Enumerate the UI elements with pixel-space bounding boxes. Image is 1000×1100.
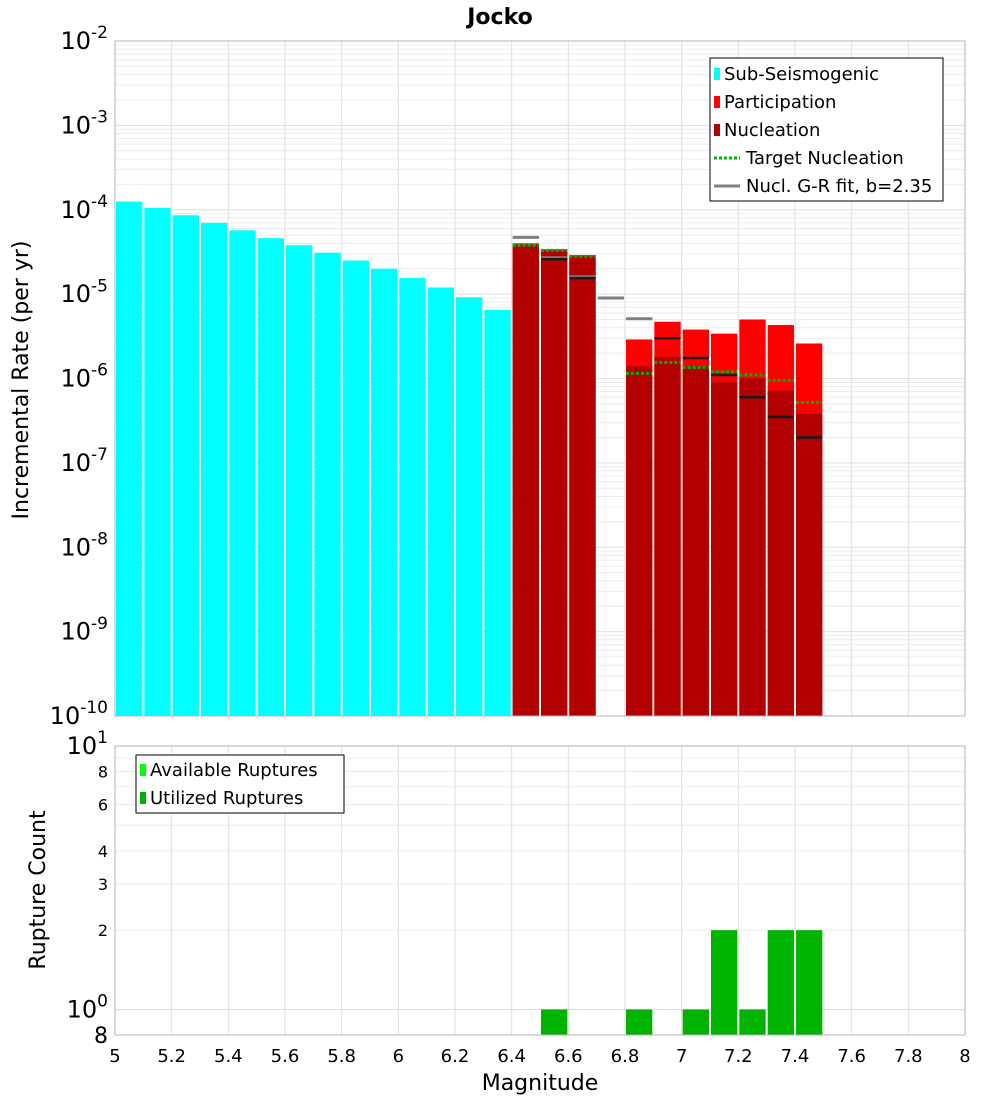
x-tick-label: 7.6 (837, 1046, 866, 1067)
sub-seismogenic-bar (484, 309, 511, 716)
x-tick-label: 6.2 (441, 1046, 470, 1067)
nucleation-bar (739, 378, 766, 716)
y-tick-label: 10-7 (61, 445, 109, 477)
sub-seismogenic-bar (201, 222, 228, 716)
utilized-ruptures-bar (711, 930, 738, 1035)
legend-label: Nucl. G-R fit, b=2.35 (746, 176, 932, 197)
legend-swatch (714, 124, 720, 136)
legend-swatch (714, 68, 720, 80)
y-tick-label: 6 (98, 795, 108, 814)
top-grid (114, 40, 966, 717)
y-tick-label: 8 (94, 1024, 108, 1049)
sub-seismogenic-bar (172, 215, 199, 717)
bottom-plot-frame (114, 745, 966, 1036)
bottom-legend: Available Ruptures Utilized Ruptures (135, 754, 345, 814)
utilized-ruptures-bar (682, 1009, 709, 1035)
top-y-axis-label: Incremental Rate (per yr) (9, 241, 34, 520)
utilized-ruptures-bar (626, 1009, 653, 1035)
legend-swatch (140, 792, 146, 804)
x-tick-label: 5 (109, 1046, 120, 1067)
y-tick-label: 2 (98, 921, 108, 940)
top-bars (116, 201, 823, 717)
x-tick-label: 8 (959, 1046, 970, 1067)
y-tick-label: 10-6 (61, 361, 109, 393)
legend-label: Participation (724, 92, 836, 113)
sub-seismogenic-bar (371, 268, 398, 716)
utilized-ruptures-bar (767, 930, 794, 1035)
y-tick-label: 100 (67, 992, 108, 1024)
y-tick-label: 10-9 (61, 614, 109, 646)
sub-seismogenic-bar (314, 252, 341, 716)
sub-seismogenic-bar (427, 287, 454, 716)
legend-box (135, 754, 345, 814)
chart-title: Jocko (465, 5, 533, 30)
legend-label: Utilized Ruptures (150, 788, 303, 809)
nucleation-bar (767, 390, 794, 716)
x-axis: 5 5.2 5.4 5.6 5.8 6 6.2 6.4 6.6 6.8 7 7.2 7.4 7.6 7.8 8 (109, 1046, 970, 1067)
nucleation-bar (654, 356, 681, 716)
x-tick-label: 5.6 (271, 1046, 300, 1067)
y-tick-label: 10-10 (50, 698, 108, 730)
y-tick-label: 4 (98, 842, 108, 861)
nucleation-bar (682, 366, 709, 716)
y-tick-label: 10-3 (61, 108, 109, 140)
y-tick-label: 10-5 (61, 276, 109, 308)
y-tick-label: 10-8 (61, 529, 109, 561)
y-tick-label: 10-4 (61, 192, 109, 224)
sub-seismogenic-bar (456, 297, 483, 716)
y-tick-label: 3 (98, 875, 108, 894)
top-legend: Sub-Seismogenic Participation Nucleation Ta… (709, 57, 944, 202)
x-tick-label: 6 (393, 1046, 404, 1067)
legend-swatch (714, 96, 720, 108)
legend-label: Nucleation (724, 120, 820, 141)
x-tick-label: 7 (676, 1046, 687, 1067)
y-tick-label: 10-2 (61, 23, 109, 55)
legend-label: Available Ruptures (150, 760, 318, 781)
y-tick-label: 101 (67, 728, 108, 760)
x-tick-label: 7.2 (724, 1046, 753, 1067)
nucleation-bar (796, 413, 823, 716)
sub-seismogenic-bar (229, 230, 256, 716)
sub-seismogenic-bar (286, 245, 313, 717)
x-tick-label: 7.8 (894, 1046, 923, 1067)
bottom-bars (541, 930, 823, 1035)
bottom-y-axis-label: Rupture Count (26, 810, 51, 970)
y-tick-label: 8 (98, 763, 108, 782)
nucleation-bar (512, 245, 539, 717)
top-y-axis: 10-10 10-9 10-8 10-7 10-6 10-5 10-4 10-3 10-2 (50, 23, 108, 730)
legend-label: Sub-Seismogenic (724, 64, 879, 85)
x-tick-label: 6.4 (497, 1046, 526, 1067)
sub-seismogenic-bar (257, 238, 284, 716)
nucleation-bar (626, 366, 653, 716)
x-tick-label: 7.4 (781, 1046, 810, 1067)
top-plot-frame (114, 40, 966, 717)
sub-seismogenic-bar (399, 278, 426, 716)
legend-label: Target Nucleation (745, 148, 904, 169)
legend-box (709, 57, 944, 202)
utilized-ruptures-bar (541, 1009, 568, 1035)
x-axis-label: Magnitude (482, 1071, 599, 1096)
nucleation-bar (541, 250, 568, 717)
x-tick-label: 5.4 (214, 1046, 243, 1067)
x-tick-label: 5.2 (157, 1046, 186, 1067)
sub-seismogenic-bar (116, 201, 143, 716)
x-tick-label: 6.6 (554, 1046, 583, 1067)
legend-swatch (140, 764, 146, 776)
utilized-ruptures-bar (796, 930, 823, 1035)
sub-seismogenic-bar (144, 207, 171, 716)
nucleation-bar (569, 256, 596, 716)
x-tick-label: 6.8 (611, 1046, 640, 1067)
utilized-ruptures-bar (739, 1009, 766, 1035)
sub-seismogenic-bar (342, 260, 369, 716)
nucleation-bar (711, 382, 738, 716)
x-tick-label: 5.8 (327, 1046, 356, 1067)
